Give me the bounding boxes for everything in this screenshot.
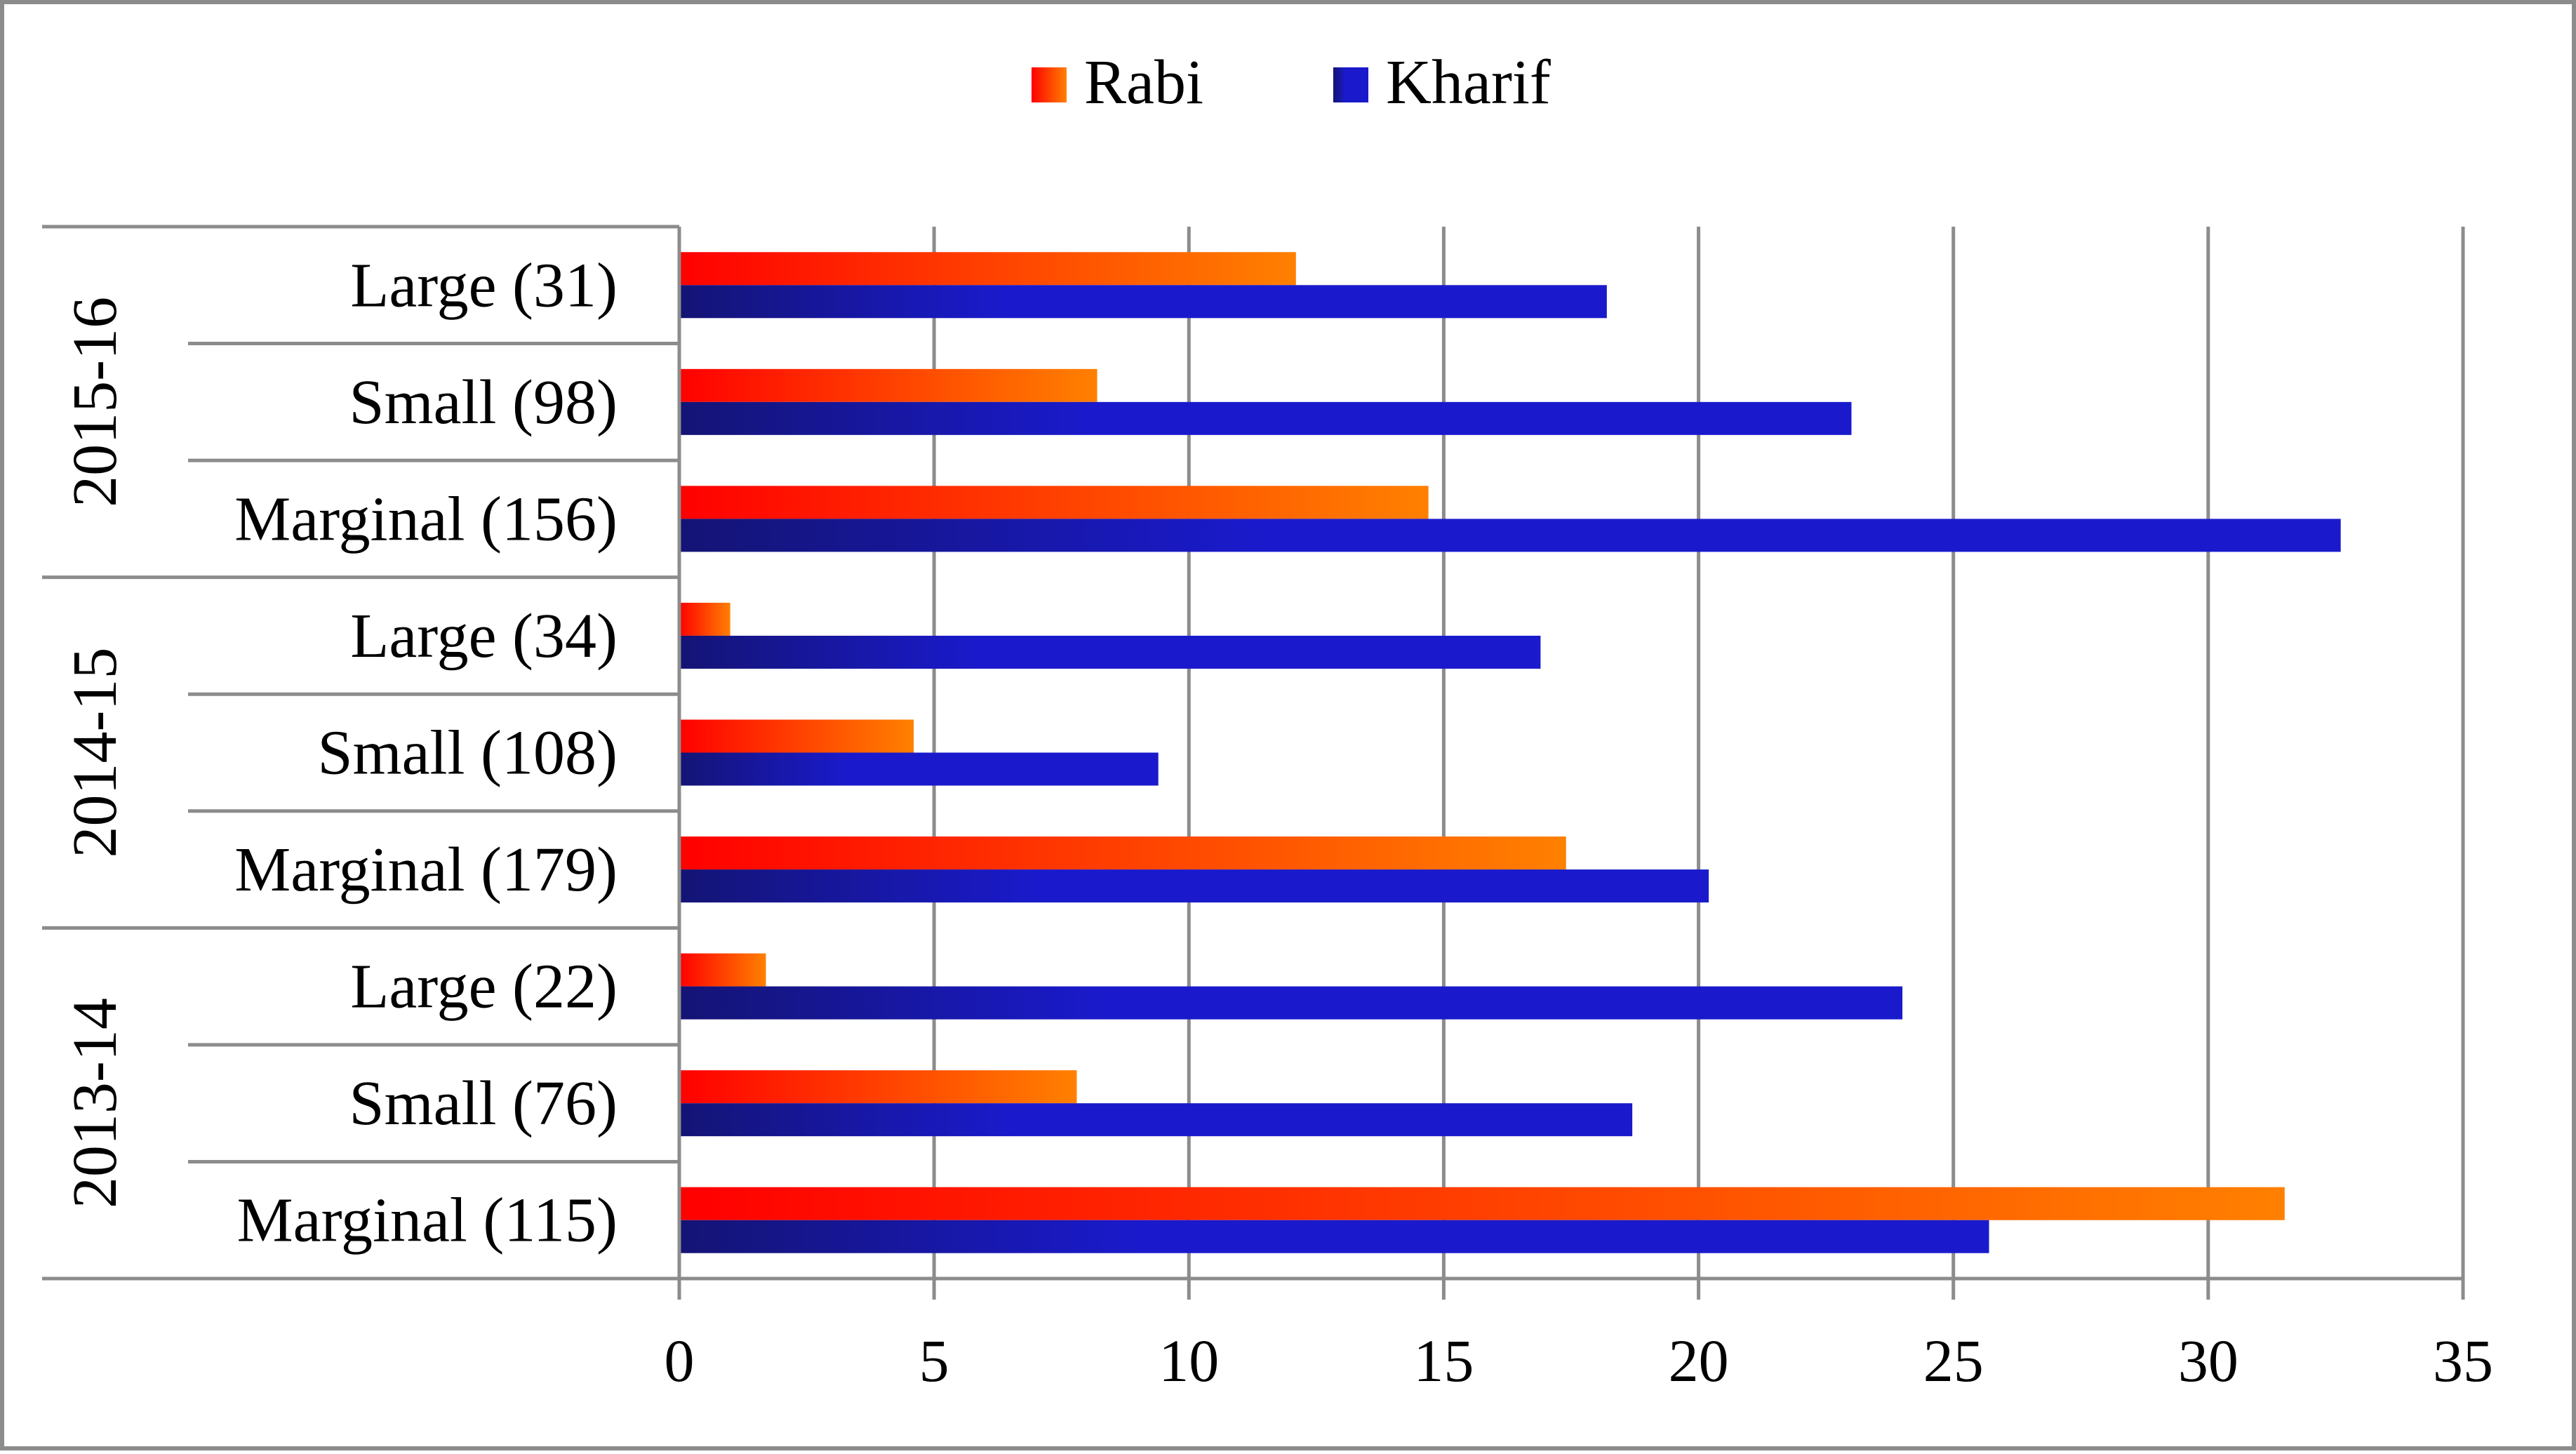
rabi-bar — [679, 836, 1566, 870]
rabi-bar — [679, 719, 914, 753]
x-tick-label: 35 — [2433, 1327, 2493, 1394]
kharif-bar — [679, 869, 1709, 903]
category-label: Large (31) — [350, 251, 618, 320]
kharif-bar — [679, 752, 1159, 786]
category-label: Small (108) — [318, 719, 618, 788]
x-tick-label: 20 — [1669, 1327, 1729, 1394]
category-label: Large (34) — [350, 601, 618, 671]
group-label: 2015-16 — [60, 297, 130, 507]
labels: 0 5 10 15 20 25 30 35 Large (31) Small (98) Margin… — [60, 251, 2493, 1394]
rabi-bar — [679, 486, 1429, 519]
rabi-bar — [679, 368, 1097, 402]
legend-swatch-rabi — [1032, 67, 1067, 102]
x-tick-label: 10 — [1159, 1327, 1219, 1394]
rabi-bar — [679, 953, 766, 987]
category-label: Marginal (115) — [237, 1186, 618, 1255]
kharif-bar — [679, 1220, 1989, 1253]
category-label: Marginal (179) — [234, 835, 618, 905]
rabi-bar — [679, 252, 1296, 286]
legend: Rabi Kharif — [1032, 48, 1551, 117]
x-tick-label: 5 — [919, 1327, 949, 1394]
kharif-bar — [679, 519, 2341, 552]
kharif-bar — [679, 285, 1607, 319]
legend-label-kharif: Kharif — [1386, 48, 1551, 117]
kharif-bar — [679, 986, 1903, 1020]
x-tick-label: 0 — [665, 1327, 695, 1394]
x-tick-label: 25 — [1923, 1327, 1984, 1394]
rabi-bar — [679, 1070, 1077, 1104]
x-tick-label: 30 — [2178, 1327, 2238, 1394]
x-tick-label: 15 — [1413, 1327, 1474, 1394]
rabi-bar — [679, 1187, 2285, 1220]
legend-swatch-kharif — [1333, 67, 1368, 102]
kharif-bar — [679, 635, 1541, 669]
kharif-bar — [679, 1103, 1633, 1137]
group-label: 2014-15 — [60, 648, 130, 858]
legend-label-rabi: Rabi — [1084, 48, 1203, 117]
category-label: Large (22) — [350, 952, 618, 1022]
axes — [42, 225, 2465, 1300]
category-label: Marginal (156) — [234, 484, 618, 554]
category-label: Small (98) — [349, 368, 618, 437]
category-label: Small (76) — [349, 1069, 618, 1138]
rabi-bar — [679, 602, 730, 636]
bars — [679, 252, 2341, 1253]
group-label: 2013-14 — [60, 998, 130, 1208]
kharif-bar — [679, 401, 1852, 435]
